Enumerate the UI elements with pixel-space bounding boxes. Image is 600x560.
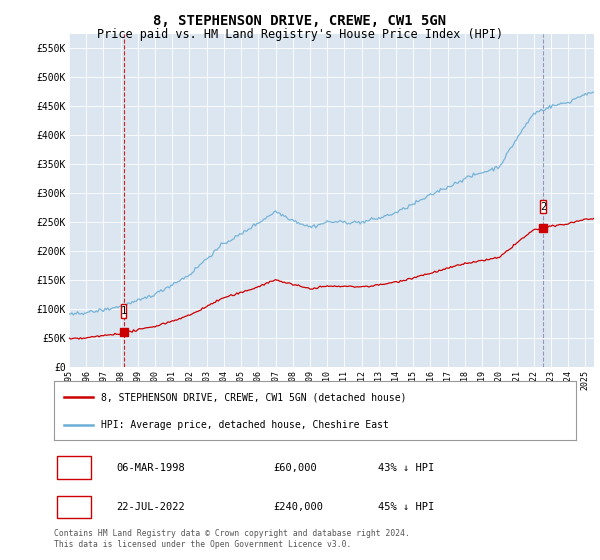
Text: £60,000: £60,000	[273, 463, 317, 473]
Text: 22-JUL-2022: 22-JUL-2022	[116, 502, 185, 512]
Text: 8, STEPHENSON DRIVE, CREWE, CW1 5GN (detached house): 8, STEPHENSON DRIVE, CREWE, CW1 5GN (det…	[101, 392, 406, 402]
Text: 8, STEPHENSON DRIVE, CREWE, CW1 5GN: 8, STEPHENSON DRIVE, CREWE, CW1 5GN	[154, 14, 446, 28]
Text: Price paid vs. HM Land Registry's House Price Index (HPI): Price paid vs. HM Land Registry's House …	[97, 28, 503, 41]
Text: 43% ↓ HPI: 43% ↓ HPI	[377, 463, 434, 473]
FancyBboxPatch shape	[121, 304, 127, 318]
Text: £240,000: £240,000	[273, 502, 323, 512]
FancyBboxPatch shape	[56, 456, 91, 479]
FancyBboxPatch shape	[56, 496, 91, 518]
Text: 1: 1	[121, 306, 127, 316]
Text: 2: 2	[540, 202, 547, 212]
Text: 45% ↓ HPI: 45% ↓ HPI	[377, 502, 434, 512]
Text: 2: 2	[70, 502, 77, 512]
Text: 06-MAR-1998: 06-MAR-1998	[116, 463, 185, 473]
Text: HPI: Average price, detached house, Cheshire East: HPI: Average price, detached house, Ches…	[101, 420, 389, 430]
Text: 1: 1	[70, 463, 77, 473]
Text: Contains HM Land Registry data © Crown copyright and database right 2024.
This d: Contains HM Land Registry data © Crown c…	[54, 529, 410, 549]
FancyBboxPatch shape	[541, 200, 546, 213]
